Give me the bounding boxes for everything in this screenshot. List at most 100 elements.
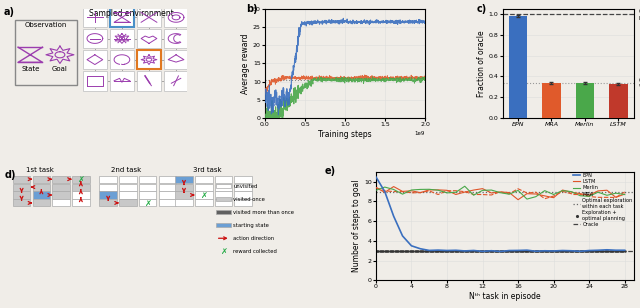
Bar: [234, 184, 252, 191]
Bar: [119, 176, 137, 183]
Bar: [13, 184, 30, 191]
X-axis label: Nᵗʰ task in episode: Nᵗʰ task in episode: [469, 292, 541, 301]
Bar: [109, 29, 134, 48]
Bar: [83, 71, 107, 91]
Bar: [99, 176, 117, 183]
Bar: [13, 199, 30, 206]
Text: Goal: Goal: [52, 66, 68, 72]
Text: ✗: ✗: [220, 247, 227, 256]
Text: visited more than once: visited more than once: [234, 210, 294, 215]
Bar: [83, 50, 107, 69]
Bar: [164, 29, 188, 48]
Bar: [195, 176, 212, 183]
Bar: [72, 199, 90, 206]
Bar: [195, 184, 212, 191]
Bar: [109, 8, 134, 27]
Bar: [159, 192, 176, 199]
Text: starting state: starting state: [234, 223, 269, 228]
Bar: [15, 20, 77, 85]
Bar: [52, 184, 70, 191]
Bar: [137, 50, 161, 69]
Text: 3rd task: 3rd task: [193, 167, 222, 173]
Bar: [139, 199, 157, 206]
Bar: [72, 192, 90, 199]
Bar: [175, 192, 193, 199]
X-axis label: Training steps: Training steps: [318, 130, 372, 139]
Bar: [609, 83, 628, 118]
Bar: [83, 8, 107, 27]
Bar: [119, 184, 137, 191]
Text: a): a): [4, 7, 15, 17]
Text: 1st task: 1st task: [26, 167, 54, 173]
Bar: [33, 176, 50, 183]
Bar: [164, 50, 188, 69]
Bar: [99, 199, 117, 206]
Bar: [234, 176, 252, 183]
Legend: EPN, LSTM, Merlin, MRA, Optimal exploration
within each task, Exploration +
opti: EPN, LSTM, Merlin, MRA, Optimal explorat…: [573, 173, 632, 227]
Bar: [216, 197, 230, 201]
Y-axis label: Number of steps to goal: Number of steps to goal: [352, 180, 361, 272]
Text: Observation: Observation: [25, 22, 67, 28]
Bar: [109, 71, 134, 91]
Bar: [575, 83, 594, 118]
Bar: [164, 8, 188, 27]
Bar: [33, 192, 50, 199]
Text: reward collected: reward collected: [234, 249, 277, 254]
Y-axis label: Average reward: Average reward: [241, 33, 250, 94]
Bar: [542, 83, 561, 118]
Text: b): b): [246, 4, 257, 14]
Bar: [52, 199, 70, 206]
Bar: [139, 192, 157, 199]
Bar: [119, 199, 137, 206]
Text: 2nd task: 2nd task: [111, 167, 141, 173]
Bar: [119, 192, 137, 199]
Bar: [175, 176, 193, 183]
Bar: [214, 176, 232, 183]
Bar: [13, 176, 30, 183]
Text: ✗: ✗: [77, 175, 84, 184]
Bar: [72, 184, 90, 191]
Text: e): e): [324, 166, 335, 176]
Bar: [33, 199, 50, 206]
Bar: [214, 192, 232, 199]
Text: Optimal exploration
within each task: Optimal exploration within each task: [639, 78, 640, 88]
Bar: [234, 199, 252, 206]
Text: ✗: ✗: [144, 198, 151, 207]
Bar: [159, 176, 176, 183]
Text: 1e9: 1e9: [415, 131, 425, 136]
Bar: [109, 50, 134, 69]
Bar: [234, 192, 252, 199]
Bar: [175, 199, 193, 206]
Bar: [164, 71, 188, 91]
Bar: [139, 176, 157, 183]
Bar: [137, 8, 161, 27]
Bar: [52, 192, 70, 199]
Bar: [13, 192, 30, 199]
Text: visited once: visited once: [234, 197, 265, 202]
Bar: [83, 29, 107, 48]
Bar: [52, 176, 70, 183]
Text: State: State: [21, 66, 40, 72]
Bar: [216, 210, 230, 214]
Bar: [99, 184, 117, 191]
Y-axis label: Fraction of oracle: Fraction of oracle: [477, 30, 486, 97]
Bar: [72, 176, 90, 183]
Text: ✗: ✗: [200, 191, 207, 200]
Bar: [159, 184, 176, 191]
Text: c): c): [476, 4, 486, 14]
Bar: [195, 199, 212, 206]
Bar: [216, 223, 230, 227]
Bar: [137, 71, 161, 91]
Bar: [159, 199, 176, 206]
Bar: [195, 192, 212, 199]
Text: Oracle with
perfect information: Oracle with perfect information: [639, 9, 640, 20]
Text: unvisited: unvisited: [234, 184, 258, 189]
Bar: [139, 184, 157, 191]
Bar: [216, 184, 230, 188]
Bar: [509, 16, 527, 118]
Bar: [175, 184, 193, 191]
Text: d): d): [4, 170, 16, 180]
Text: Sampled environment: Sampled environment: [89, 9, 174, 18]
Text: action direction: action direction: [234, 236, 275, 241]
Bar: [99, 192, 117, 199]
